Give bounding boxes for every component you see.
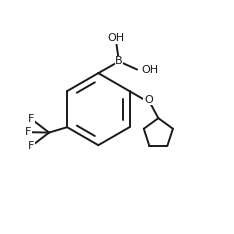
Text: F: F (28, 114, 34, 124)
Text: OH: OH (141, 65, 158, 74)
Text: F: F (28, 141, 34, 151)
Text: B: B (115, 56, 123, 66)
Text: OH: OH (108, 33, 125, 43)
Text: F: F (25, 127, 31, 137)
Text: O: O (144, 95, 153, 105)
